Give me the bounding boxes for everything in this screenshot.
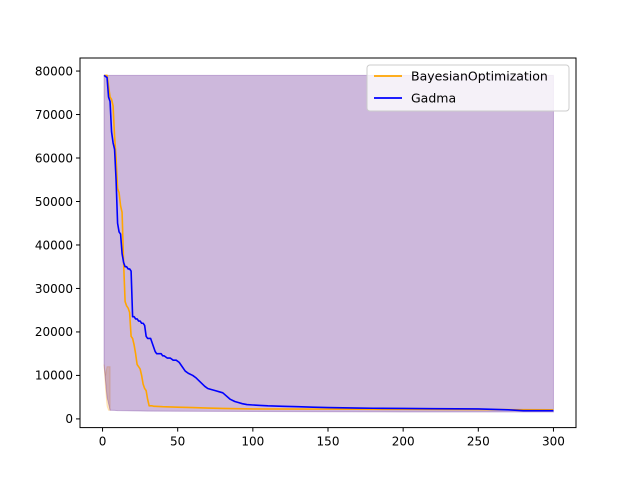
confidence-bands (103, 74, 554, 413)
y-axis: 0 10000 20000 30000 40000 50000 60000 70000 8000… (35, 64, 80, 426)
y-tick-label: 50000 (35, 195, 73, 209)
y-tick-label: 70000 (35, 108, 73, 122)
y-tick-label: 10000 (35, 369, 73, 383)
x-tick-label: 200 (392, 435, 415, 449)
y-tick-label: 60000 (35, 151, 73, 165)
legend-label-gadma: Gadma (411, 91, 456, 106)
y-tick-label: 0 (65, 412, 73, 426)
y-tick-label: 30000 (35, 282, 73, 296)
x-tick-label: 0 (99, 435, 107, 449)
legend-box (366, 64, 570, 112)
band-bayesianoptimization (103, 364, 111, 411)
legend: BayesianOptimization Gadma (366, 64, 570, 112)
legend-label-bayesianoptimization: BayesianOptimization (411, 69, 548, 84)
y-tick-label: 80000 (35, 64, 73, 78)
x-tick-label: 100 (241, 435, 264, 449)
series-lines (103, 74, 554, 412)
band-gadma (103, 74, 554, 413)
x-tick-label: 50 (170, 435, 185, 449)
series-line-gadma (103, 74, 554, 412)
x-tick-label: 250 (467, 435, 490, 449)
x-tick-label: 150 (317, 435, 340, 449)
x-axis: 0 50 100 150 200 250 300 (99, 427, 565, 449)
x-tick-label: 300 (542, 435, 565, 449)
y-tick-label: 40000 (35, 238, 73, 252)
y-tick-label: 20000 (35, 325, 73, 339)
series-line-bayesianoptimization (104, 74, 554, 411)
